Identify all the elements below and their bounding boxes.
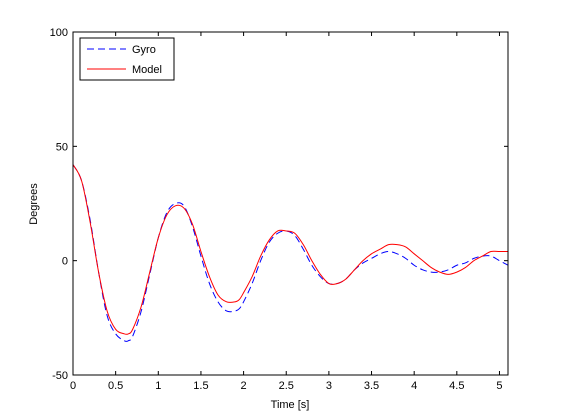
- x-axis-label: Time [s]: [271, 399, 310, 411]
- legend-label-model: Model: [132, 64, 162, 76]
- series-line-model: [72, 164, 508, 335]
- x-tick-label: 3: [326, 380, 332, 392]
- x-axis: 0 0.5 1 1.5 2 2.5 3 3.5 4 4.5 5: [70, 32, 503, 392]
- plot-frame: [72, 31, 509, 376]
- y-axis: -50 0 50 100: [50, 27, 508, 382]
- y-tick-label: -50: [52, 370, 68, 382]
- x-tick-label: 5: [496, 380, 502, 392]
- x-tick-label: 2.5: [279, 380, 294, 392]
- plot-area: [73, 32, 508, 375]
- legend: Gyro Model: [79, 37, 175, 81]
- x-tick-label: 0: [70, 380, 76, 392]
- series-line-gyro: [72, 164, 509, 342]
- x-tick-label: 4: [411, 380, 417, 392]
- x-tick-label: 2: [241, 380, 247, 392]
- y-tick-label: 50: [56, 141, 68, 153]
- legend-box: [79, 37, 175, 81]
- x-tick-label: 0.5: [108, 380, 123, 392]
- x-tick-label: 4.5: [449, 380, 464, 392]
- x-tick-label: 1: [155, 380, 161, 392]
- y-tick-label: 0: [62, 256, 68, 268]
- y-axis-label: Degrees: [28, 183, 40, 225]
- legend-label-gyro: Gyro: [132, 44, 156, 56]
- y-tick-label: 100: [50, 27, 68, 39]
- series-layer: [72, 164, 509, 342]
- x-tick-label: 1.5: [193, 380, 208, 392]
- x-tick-label: 3.5: [364, 380, 379, 392]
